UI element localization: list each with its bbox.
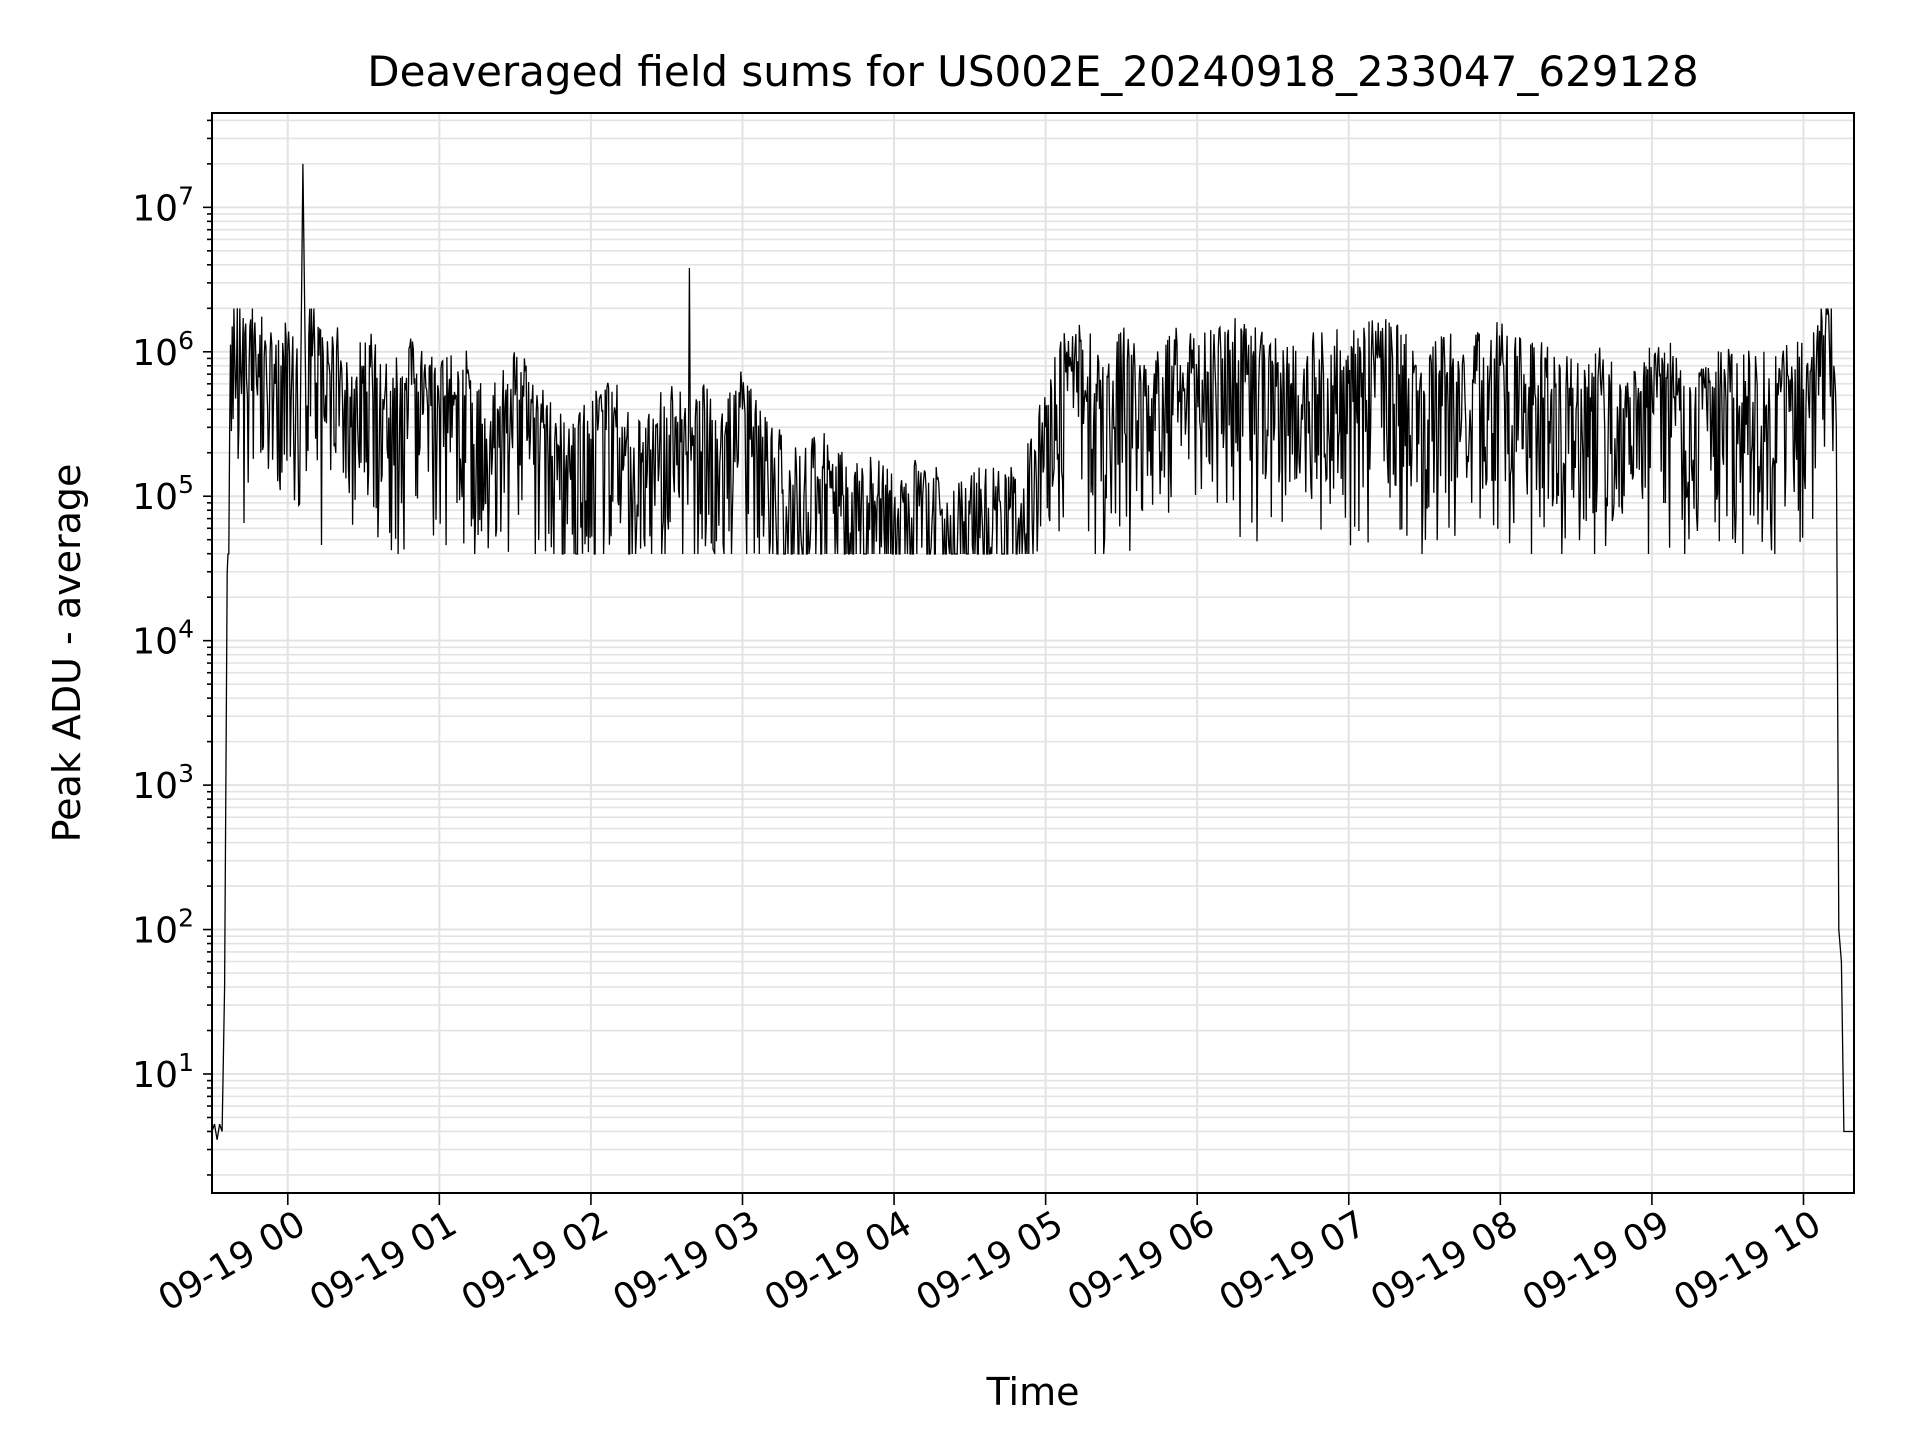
- x-axis-label: Time: [986, 1370, 1080, 1414]
- chart-title: Deaveraged field sums for US002E_2024091…: [367, 47, 1698, 96]
- y-tick-label: 105: [132, 470, 194, 518]
- series-line: [211, 163, 1854, 1140]
- y-axis-label: Peak ADU - average: [45, 464, 89, 843]
- y-tick-label: 107: [132, 181, 194, 229]
- y-tick-label: 101: [132, 1048, 194, 1096]
- y-tick-label: 106: [132, 326, 194, 374]
- plot-area-frame: [211, 112, 1855, 1194]
- y-tick-label: 104: [132, 615, 194, 663]
- y-tick-label: 102: [132, 904, 194, 952]
- y-tick-label: 103: [132, 759, 194, 807]
